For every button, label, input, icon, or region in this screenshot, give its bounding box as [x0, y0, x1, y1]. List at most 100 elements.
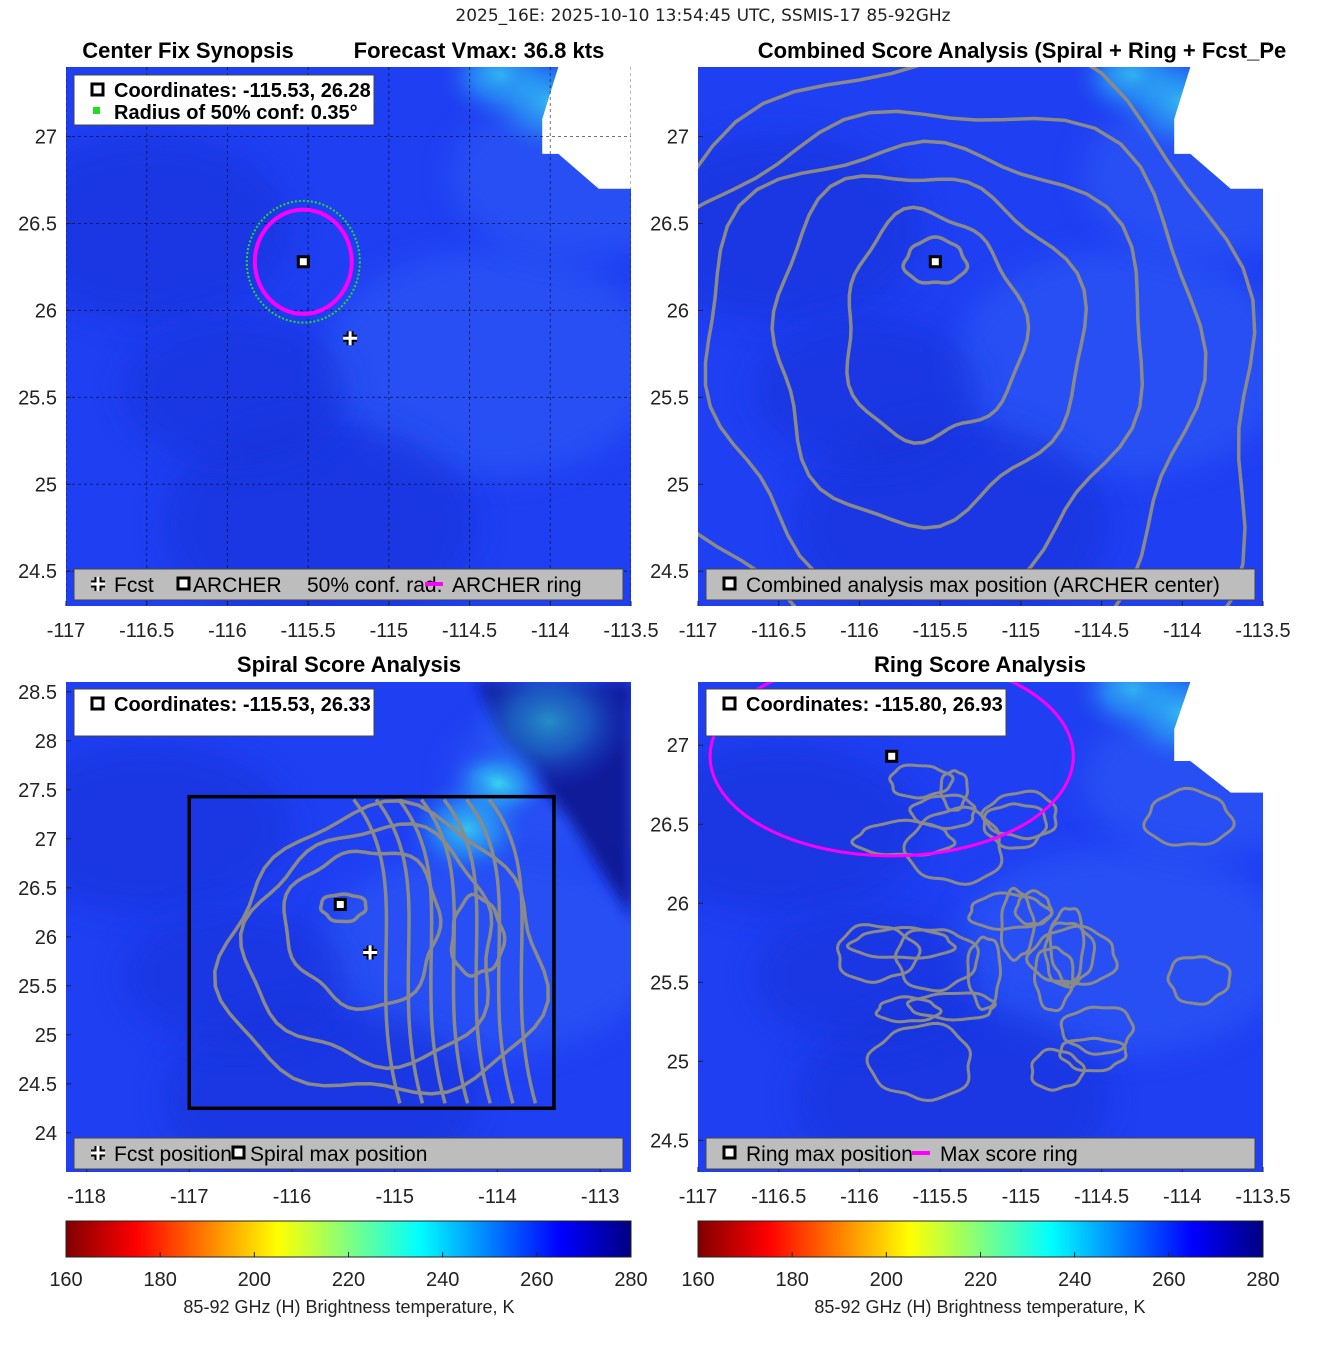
y-tick-label: 26.5 — [18, 213, 57, 235]
legend-conf-rad: 50% conf. rad. — [307, 574, 442, 597]
ring-panel: Ring Score Analysis -117 -116.5 -116 -115.5… — [650, 652, 1291, 1208]
ring-score-contour — [1048, 906, 1086, 986]
archer-marker-icon — [176, 576, 191, 591]
max-score-ring — [708, 682, 1075, 858]
ring-overlay — [708, 682, 1236, 1103]
x-tick-label: -116.5 — [751, 1186, 806, 1208]
x-tick-label: -114 — [1163, 1186, 1202, 1208]
figure-title: 2025_16E: 2025-10-10 13:54:45 UTC, SSMIS… — [455, 6, 950, 26]
spiral-contour — [213, 799, 550, 1096]
combined-max-marker — [928, 255, 942, 269]
ring-score-contour — [902, 805, 1004, 886]
x-tick-label: -115.5 — [913, 1186, 968, 1208]
legend-ring-max: Ring max position — [746, 1143, 913, 1166]
score-contour — [770, 174, 1089, 530]
field-texture — [66, 743, 292, 915]
colorbar-tick-label: 260 — [1152, 1269, 1185, 1291]
synopsis-title: Center Fix Synopsis — [82, 38, 294, 63]
y-tick-label: 27 — [35, 127, 57, 149]
ring-field — [698, 682, 1263, 1172]
synopsis-legend: Fcst ARCHER 50% conf. rad. ARCHER ring — [73, 568, 624, 601]
spiral-coordinates: Coordinates: -115.53, 26.33 — [114, 694, 371, 716]
field-texture — [698, 134, 924, 323]
plus-marker-icon — [91, 577, 105, 591]
ring-score-contour — [893, 928, 980, 993]
search-box — [187, 794, 556, 1111]
colorbar-gradient — [65, 1220, 632, 1258]
y-tick-label: 25 — [667, 1051, 689, 1073]
ring-score-contour — [982, 802, 1049, 850]
ring-score-contour — [1059, 1005, 1136, 1056]
y-tick-label: 24.5 — [18, 561, 57, 583]
colorbar-tick-label: 160 — [681, 1269, 714, 1291]
y-tick-label: 26 — [667, 300, 689, 322]
colorbar-ticks: 160 180 200 220 240 260 280 — [49, 1252, 648, 1291]
y-tick-label: 25 — [35, 1025, 57, 1047]
spiral-contour — [282, 849, 443, 1011]
ring-score-contour — [1013, 889, 1054, 926]
x-tick-label: -116 — [208, 620, 247, 642]
x-tick-label: -117 — [170, 1186, 209, 1208]
ring-score-contour — [1030, 1047, 1087, 1092]
cold-spot — [461, 682, 631, 792]
spiral-contour — [318, 892, 368, 924]
spiral-title: Spiral Score Analysis — [237, 652, 461, 677]
colorbar-label: 85-92 GHz (H) Brightness temperature, K — [814, 1297, 1145, 1317]
x-tick-label: -114.5 — [1074, 620, 1129, 642]
x-tick-label: -117 — [47, 620, 86, 642]
score-contour — [901, 235, 970, 285]
colorbar-tick-label: 200 — [238, 1269, 271, 1291]
x-tick-label: -117 — [679, 1186, 718, 1208]
x-tick-label: -116 — [840, 1186, 879, 1208]
colorbar-tick-label: 220 — [332, 1269, 365, 1291]
spiral-band-contour — [487, 798, 538, 1104]
combined-overlay — [698, 67, 1257, 606]
legend-spiral-max: Spiral max position — [250, 1143, 427, 1166]
forecast-marker — [343, 331, 358, 346]
field-texture — [698, 743, 924, 915]
synopsis-field — [66, 67, 631, 606]
y-tick-label: 26.5 — [650, 213, 689, 235]
y-tick-label: 26 — [35, 300, 57, 322]
ring-score-contour — [865, 1021, 972, 1103]
combined-title: Combined Score Analysis (Spiral + Ring +… — [758, 38, 1287, 63]
y-tick-label: 25.5 — [18, 387, 57, 409]
y-tick-label: 25.5 — [650, 387, 689, 409]
spiral-band-contour — [374, 798, 425, 1104]
x-tick-label: -113.5 — [1235, 1186, 1290, 1208]
y-tick-label: 25.5 — [18, 976, 57, 998]
spiral-info: Coordinates: -115.53, 26.33 — [73, 688, 375, 737]
y-tick-label: 26 — [667, 893, 689, 915]
y-tick-label: 26 — [35, 927, 57, 949]
archer-center-marker — [296, 255, 310, 269]
y-tick-label: 24.5 — [650, 1130, 689, 1152]
y-tick-label: 25 — [35, 474, 57, 496]
y-tick-label: 24.5 — [650, 561, 689, 583]
x-tick-label: -113.5 — [1235, 620, 1290, 642]
score-contour — [703, 139, 1145, 597]
ring-info: Coordinates: -115.80, 26.93 — [705, 688, 1007, 737]
ring-score-contour — [908, 793, 977, 830]
spiral-overlay — [187, 794, 556, 1111]
combined-panel: Combined Score Analysis (Spiral + Ring +… — [650, 38, 1291, 642]
y-tick-label: 28 — [35, 731, 57, 753]
synopsis-panel: Center Fix Synopsis Forecast Vmax: 36.8 … — [18, 38, 659, 642]
field-texture — [754, 314, 981, 466]
legend-archer-ring: ARCHER ring — [452, 574, 582, 597]
spiral-field — [66, 682, 631, 1172]
ring-ticks: -117 -116.5 -116 -115.5 -115 -114.5 -114 -113.5… — [650, 735, 1291, 1208]
field-texture — [66, 134, 292, 323]
x-tick-label: -117 — [679, 620, 718, 642]
ring-score-contour — [1166, 955, 1232, 1006]
x-tick-label: -115 — [1002, 620, 1041, 642]
score-contour — [845, 205, 1031, 445]
colorbar-tick-label: 220 — [964, 1269, 997, 1291]
y-tick-label: 25 — [667, 474, 689, 496]
ring-coordinates: Coordinates: -115.80, 26.93 — [746, 694, 1003, 716]
colorbar-ticks: 160 180 200 220 240 260 280 — [681, 1252, 1280, 1291]
x-tick-label: -118 — [67, 1186, 106, 1208]
x-tick-label: -114 — [478, 1186, 517, 1208]
field-texture — [122, 907, 349, 1045]
legend-archer: ARCHER — [193, 574, 282, 597]
